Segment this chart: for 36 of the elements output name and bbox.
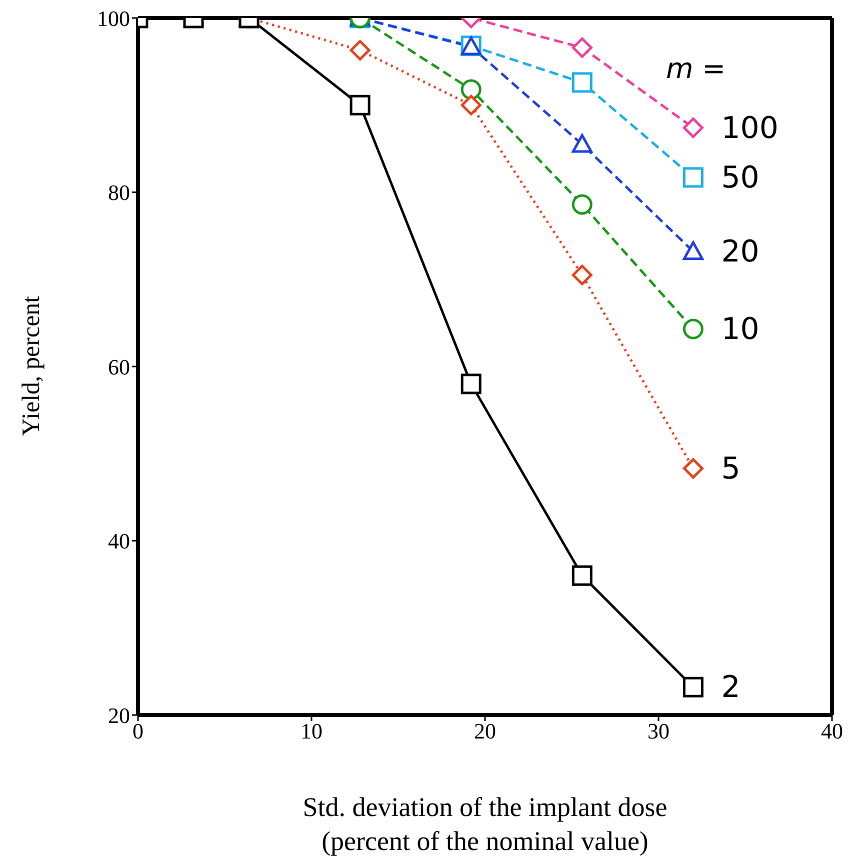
x-tick-label: 20 xyxy=(474,718,496,744)
point xyxy=(350,94,370,116)
annotation: m = xyxy=(666,52,726,85)
point xyxy=(460,79,482,100)
x-tick-label: 30 xyxy=(648,718,670,744)
point xyxy=(682,458,704,479)
point xyxy=(460,374,482,394)
point xyxy=(572,134,592,153)
x-tick-label: 40 xyxy=(821,718,843,744)
y-tick-label: 60 xyxy=(108,354,130,380)
series-label: 5 xyxy=(721,451,740,486)
y-tick-label: 40 xyxy=(108,528,130,554)
y-tick-label: 80 xyxy=(108,180,130,206)
x-tick-label: 10 xyxy=(300,718,322,744)
point xyxy=(572,264,592,286)
y-axis-title: Yield, percent xyxy=(18,296,46,436)
series-label: 50 xyxy=(721,160,760,196)
point xyxy=(682,241,704,260)
x-axis-title: Std. deviation of the implant dose (percent of the nominal value) xyxy=(302,791,668,858)
point xyxy=(682,676,704,698)
series-label: 100 xyxy=(721,110,778,146)
point xyxy=(682,318,704,340)
y-tick-label: 20 xyxy=(108,702,130,728)
series-label: 20 xyxy=(721,234,760,270)
point xyxy=(350,40,370,60)
series-label: 10 xyxy=(721,312,760,348)
point xyxy=(572,72,592,93)
y-tick-label: 100 xyxy=(97,6,130,31)
point xyxy=(572,37,592,58)
point xyxy=(572,194,592,215)
point xyxy=(682,118,704,138)
point xyxy=(460,94,482,116)
series-label: 2 xyxy=(721,670,740,706)
x-tick-label: 0 xyxy=(132,718,144,744)
point xyxy=(572,565,592,586)
point xyxy=(682,167,704,188)
